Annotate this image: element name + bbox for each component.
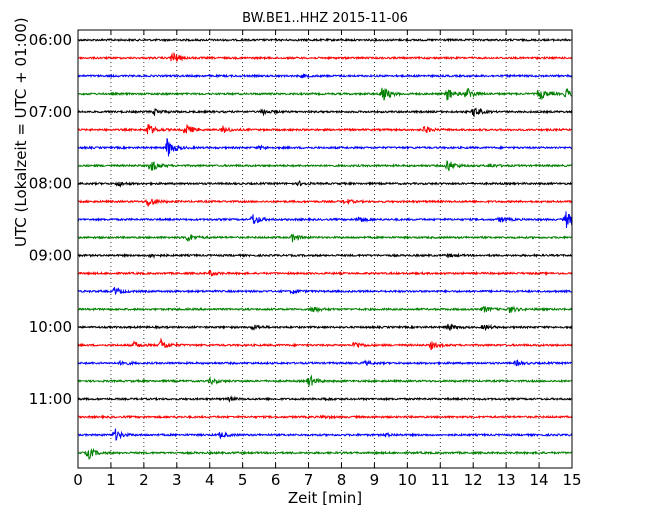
y-tick-label: 06:00 [29,31,72,49]
trace-1115 [77,414,573,420]
trace-0845 [77,233,573,243]
y-tick-label: 09:00 [29,246,72,264]
x-tick-label: 2 [139,471,149,489]
chart-title: BW.BE1..HHZ 2015-11-06 [242,11,408,26]
x-tick-label: 13 [497,471,516,489]
y-tick-label: 10:00 [29,318,72,336]
trace-1000 [77,323,573,332]
trace-0615 [77,52,573,63]
x-tick-label: 6 [271,471,281,489]
trace-0930 [77,287,573,295]
x-tick-label: 10 [398,471,417,489]
trace-0700 [77,107,573,118]
plot-frame [77,29,573,469]
x-tick-label: 12 [464,471,483,489]
x-tick-label: 11 [431,471,450,489]
trace-0630 [77,72,573,79]
trace-0600 [77,37,573,43]
x-tick-label: 14 [530,471,549,489]
trace-0715 [77,124,573,135]
x-tick-label: 15 [562,471,581,489]
trace-1030 [77,359,573,367]
x-tick-label: 3 [172,471,182,489]
trace-0745 [77,160,573,172]
trace-1145 [77,447,573,460]
trace-1015 [77,337,573,351]
y-tick-label: 07:00 [29,103,72,121]
trace-0730 [77,138,573,157]
trace-0815 [77,198,573,207]
trace-1100 [77,395,573,403]
y-tick-label: 08:00 [29,175,72,193]
trace-0915 [77,269,573,277]
trace-1130 [77,428,573,441]
x-tick-label: 9 [370,471,380,489]
trace-0645 [77,87,573,101]
trace-0800 [77,180,573,188]
y-tick-label: 11:00 [29,390,72,408]
trace-0945 [77,305,573,314]
trace-0900 [77,252,573,260]
x-tick-label: 0 [73,471,83,489]
x-tick-label: 5 [238,471,248,489]
y-axis-label: UTC (Lokalzeit = UTC + 01:00) [12,17,30,247]
x-tick-label: 4 [205,471,215,489]
x-tick-label: 7 [304,471,314,489]
trace-0830 [77,211,573,228]
x-axis-label: Zeit [min] [287,489,363,507]
x-tick-label: 8 [337,471,347,489]
x-tick-label: 1 [106,471,116,489]
trace-1045 [77,374,573,387]
